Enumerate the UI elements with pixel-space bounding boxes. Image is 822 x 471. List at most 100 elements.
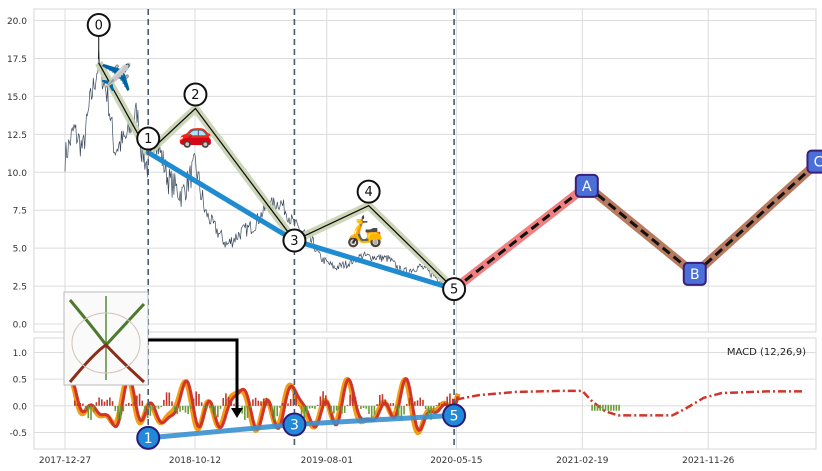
macd-histogram-bar <box>136 395 138 406</box>
macd-histogram-bar <box>602 404 604 411</box>
macd-histogram-bar <box>306 405 308 414</box>
macd-histogram-bar <box>141 400 144 406</box>
macd-histogram-bar <box>138 393 141 406</box>
price-ytick-label: 5.0 <box>13 245 28 255</box>
macd-histogram-bar <box>133 401 135 406</box>
macd-histogram-bar <box>200 402 203 406</box>
x-tick-label: 2019-08-01 <box>301 456 353 466</box>
projection-label-box <box>682 261 707 286</box>
macd-histogram-bar <box>381 394 384 406</box>
wave-label-circle <box>282 228 307 253</box>
macd-histogram-bar <box>610 404 612 411</box>
macd-histogram-bar <box>179 405 181 412</box>
wave-label-circle <box>356 179 381 204</box>
macd-histogram-bar <box>181 405 184 411</box>
macd-histogram-bar <box>73 400 76 406</box>
macd-histogram-bar <box>351 391 354 406</box>
macd-histogram-bar <box>354 397 357 406</box>
price-ytick-label: 7.5 <box>13 207 27 217</box>
macd-histogram-bar <box>443 402 446 406</box>
macd-histogram-bar <box>230 402 233 406</box>
macd-histogram-bar <box>92 405 95 413</box>
macd-label-text: 5 <box>450 408 459 424</box>
macd-panel: -0.5 0.0 0.5 1.0 MACD (12,26,9) <box>9 337 817 450</box>
macd-histogram-bar <box>265 398 268 406</box>
macd-histogram-bar <box>252 399 254 406</box>
macd-histogram-bar <box>449 393 451 406</box>
macd-histogram-bar <box>176 405 179 415</box>
macd-histogram-bar <box>114 405 117 412</box>
macd-histogram-bar <box>195 391 198 406</box>
macd-histogram-bar <box>249 405 252 409</box>
macd-histogram-bar <box>408 397 411 406</box>
macd-histogram-bar <box>422 399 424 406</box>
macd-histogram-bar <box>157 405 160 409</box>
macd-histogram-bar <box>373 405 376 415</box>
macd-histogram-bar <box>106 399 108 406</box>
macd-histogram-bar <box>154 405 157 408</box>
x-tick-label: 2017-12-27 <box>39 456 91 466</box>
macd-projection-tail <box>456 389 803 417</box>
macd-histogram-bar <box>298 405 300 406</box>
macd-histogram-bar <box>319 396 322 406</box>
projection-dashed-line <box>585 184 696 276</box>
wave-label-text: 3 <box>290 234 298 249</box>
wave-label-circle <box>183 82 208 107</box>
x-tick-label: 2021-02-19 <box>556 456 609 466</box>
macd-histogram-bar <box>349 394 351 406</box>
wave-label-circle <box>442 277 467 302</box>
x-tick-label: 2020-05-15 <box>430 456 482 466</box>
macd-histogram-bar <box>217 405 219 418</box>
wave-label-circle <box>136 126 161 151</box>
macd-histogram-bar <box>362 405 365 409</box>
macd-histogram-bar <box>100 399 103 406</box>
macd-histogram-bar <box>163 399 165 406</box>
projection-band <box>690 157 816 279</box>
macd-histogram-bar <box>222 397 225 406</box>
macd-histogram-bar <box>203 405 206 409</box>
macd-histogram-bar <box>184 405 187 413</box>
connector-arrow <box>148 338 243 418</box>
macd-histogram-bar <box>384 399 386 406</box>
car-emoji: 🚗 <box>178 116 213 149</box>
macd-histogram-bar <box>322 391 324 406</box>
macd-histogram-bar <box>111 401 114 406</box>
macd-histogram-bar <box>416 400 419 406</box>
macd-ytick-label: 1.0 <box>13 349 28 359</box>
macd-histogram-bar <box>244 405 246 421</box>
macd-histogram-bar <box>144 405 146 412</box>
macd-histogram-bar <box>254 397 257 406</box>
price-ytick-label: 17.5 <box>7 55 27 65</box>
inset-lower-curve <box>68 343 146 384</box>
macd-label-circle <box>136 425 161 450</box>
macd-histogram-bar <box>370 405 373 419</box>
macd-histogram-bar <box>378 395 381 406</box>
macd-histogram-bar <box>615 404 618 411</box>
macd-label-text: 1 <box>144 431 153 447</box>
macd-histogram-bar <box>268 404 270 406</box>
macd-histogram-bar <box>438 402 440 406</box>
macd-histogram-bar <box>403 405 405 415</box>
macd-histogram-bar <box>325 395 327 406</box>
macd-histogram-bar <box>211 405 214 412</box>
price-ytick-label: 12.5 <box>7 131 27 141</box>
projection-label-box <box>574 173 599 198</box>
macd-histogram-bar <box>122 405 125 412</box>
wave-label-text: 4 <box>364 185 372 200</box>
macd-histogram-bar <box>95 402 98 406</box>
macd-histogram-bar <box>389 403 392 406</box>
macd-histogram-bar <box>262 398 265 406</box>
macd-histogram-bar <box>451 398 454 406</box>
wave-label-text: 0 <box>95 18 103 33</box>
macd-histogram-bar <box>387 403 389 406</box>
macd-histogram-bar <box>208 405 211 408</box>
macd-histogram-bar <box>346 404 349 406</box>
macd-histogram-bar <box>257 400 260 406</box>
macd-histogram-bar <box>303 405 306 419</box>
macd-histogram-bar <box>241 405 243 414</box>
macd-histogram-bar <box>165 392 168 406</box>
price-ytick-label: 20.0 <box>7 17 27 27</box>
macd-histogram-bar <box>198 393 200 406</box>
price-ytick-label: 2.5 <box>13 283 27 293</box>
projection-label-text: B <box>690 267 700 283</box>
